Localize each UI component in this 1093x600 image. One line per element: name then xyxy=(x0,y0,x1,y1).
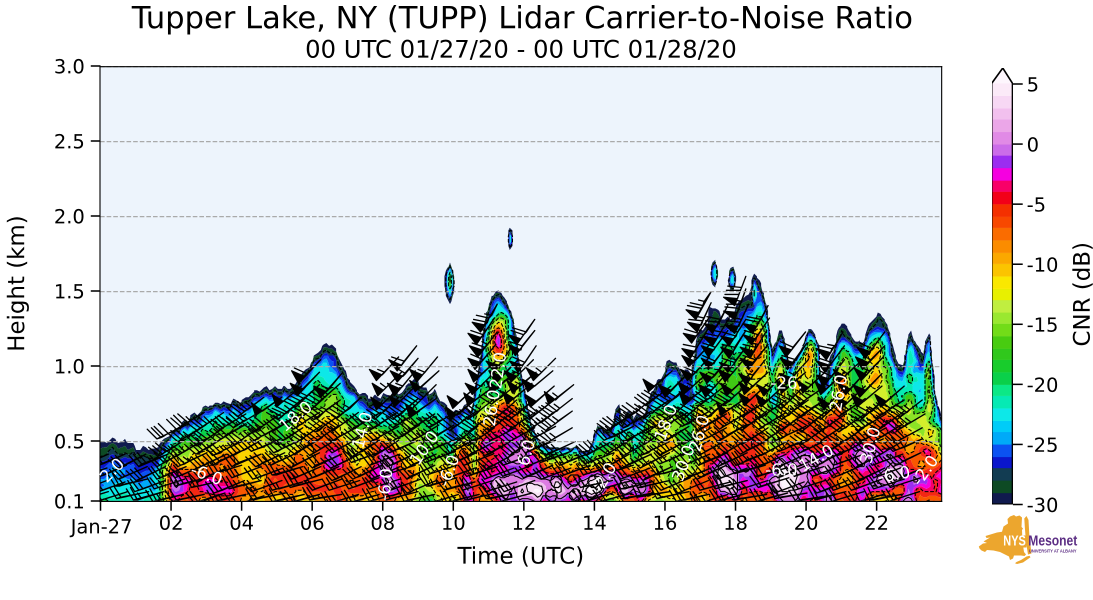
svg-text:Mesonet: Mesonet xyxy=(1028,533,1077,550)
svg-text:UNIVERSITY AT ALBANY: UNIVERSITY AT ALBANY xyxy=(1029,548,1077,553)
svg-text:NYS: NYS xyxy=(1003,533,1026,550)
